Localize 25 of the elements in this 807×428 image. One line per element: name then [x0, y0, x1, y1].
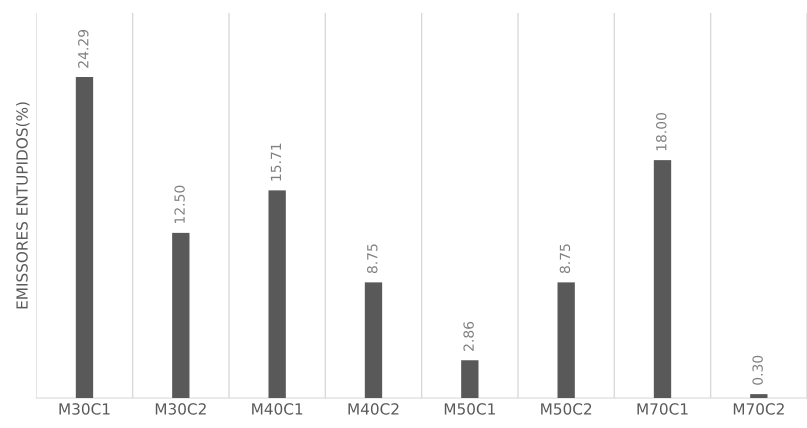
x-tick-label: M50C1	[444, 403, 495, 415]
bar	[654, 160, 672, 398]
data-label: 18.00	[656, 112, 667, 150]
y-axis-title: EMISSORES ENTUPIDOS(%)	[16, 102, 30, 308]
x-tick-label: M70C1	[637, 403, 688, 415]
bar	[76, 77, 94, 398]
x-tick-label: M30C2	[156, 403, 206, 415]
x-tick-label: M30C1	[59, 403, 110, 415]
data-label: 0.30	[752, 356, 763, 385]
data-label: 8.75	[367, 244, 378, 274]
data-label: 24.29	[78, 30, 89, 68]
data-label: 8.75	[560, 244, 570, 274]
data-label: 2.86	[463, 322, 474, 351]
bar	[461, 360, 478, 398]
x-tick-label: M40C2	[348, 403, 398, 415]
x-tick-label: M70C2	[734, 403, 784, 415]
data-label: 12.50	[174, 186, 185, 223]
bar	[172, 232, 190, 398]
bar	[268, 190, 286, 398]
bar	[750, 394, 768, 398]
x-tick-label: M50C2	[541, 403, 592, 415]
bar	[557, 282, 575, 398]
x-tick-label: M40C1	[252, 403, 302, 415]
bar	[364, 282, 382, 398]
data-label: 15.71	[270, 144, 282, 181]
